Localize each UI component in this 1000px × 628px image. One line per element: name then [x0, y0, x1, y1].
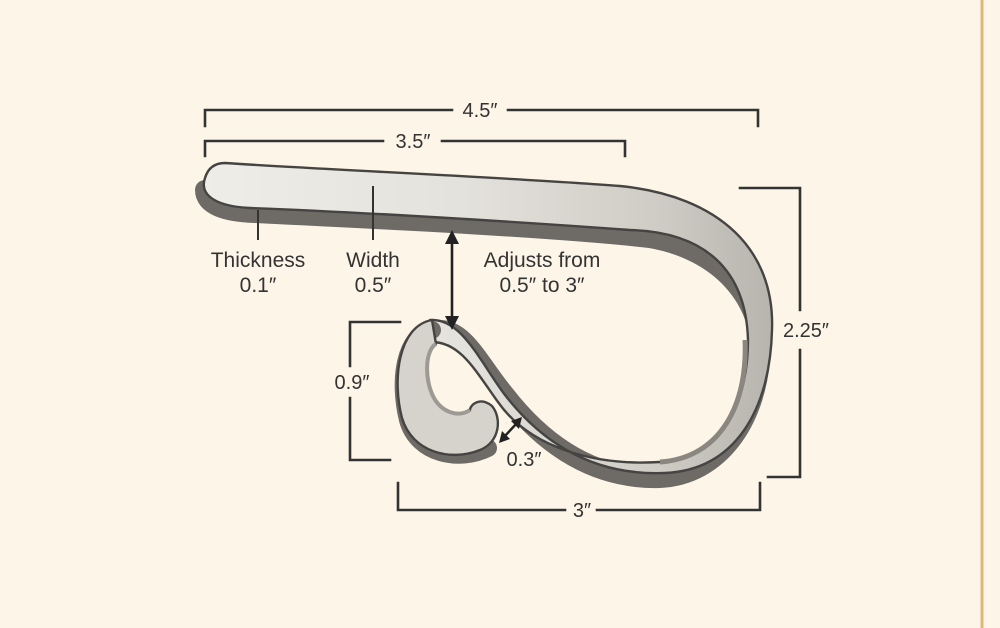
width-value: 0.5″ — [355, 274, 392, 297]
height-line — [738, 186, 802, 479]
loop-inner-edge — [659, 339, 748, 465]
clip-illustration — [195, 161, 774, 489]
curl-height-label: 0.9″ — [335, 372, 370, 394]
base-width-label: 3″ — [573, 500, 591, 522]
curl-gap-label: 0.3″ — [507, 449, 542, 471]
base-width-line — [396, 481, 762, 512]
thickness-value: 0.1″ — [240, 274, 277, 297]
thickness-title: Thickness — [211, 249, 306, 272]
overall-length-line — [203, 108, 760, 128]
curl-gap-arrow — [499, 417, 522, 443]
adjust-line-1: Adjusts from — [484, 249, 601, 272]
dimension-labels: 4.5″ 3.5″ 2.25″ 3″ 0.9″ 0.3″ Thickness 0… — [211, 100, 829, 522]
inner-length-label: 3.5″ — [396, 131, 431, 153]
adjust-arrow — [445, 230, 459, 330]
dimension-lines — [203, 108, 802, 512]
inner-length-line — [203, 139, 627, 158]
width-title: Width — [346, 249, 400, 272]
curl-inner-shade — [425, 342, 472, 416]
overall-length-label: 4.5″ — [463, 100, 498, 122]
strip-face — [202, 161, 774, 475]
adjust-line-2: 0.5″ to 3″ — [500, 274, 585, 297]
curl-height-line — [348, 320, 402, 462]
height-label: 2.25″ — [783, 320, 829, 342]
